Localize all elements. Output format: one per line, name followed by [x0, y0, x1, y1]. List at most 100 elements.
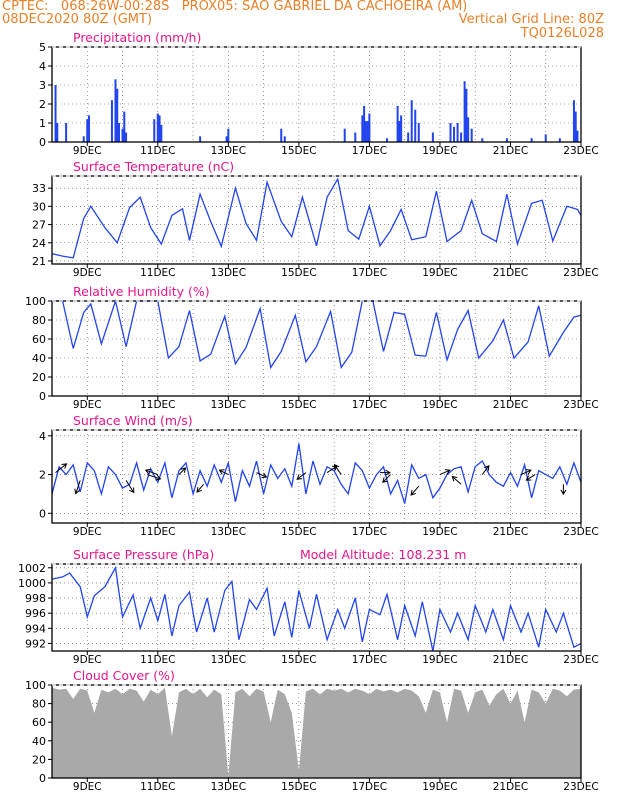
precip-bar [449, 123, 452, 142]
y-tick-label: 24 [32, 237, 46, 250]
x-tick-label: 9DEC [73, 145, 102, 157]
precip-bar [467, 117, 470, 142]
y-tick-label: 33 [32, 182, 46, 195]
y-tick-label: 60 [32, 333, 46, 346]
x-tick-label: 19DEC [422, 267, 457, 279]
y-tick-label: 80 [32, 314, 46, 327]
panel-frame [51, 429, 582, 524]
panel-title: Precipitation (mm/h) [73, 30, 201, 45]
series-line [51, 443, 582, 504]
precip-bar [368, 113, 371, 142]
precip-bar [364, 121, 367, 142]
panel-frame [51, 563, 582, 652]
precip-bar [470, 128, 473, 142]
x-tick-label: 19DEC [422, 781, 457, 793]
precip-bar [82, 136, 85, 142]
wind-arrowhead [218, 469, 225, 475]
series-line [51, 565, 582, 652]
panel-4: 992 994 996 998 1000 1002 9DEC 11DEC 13DEC 15DEC 1… [18, 547, 599, 666]
wind-vector [55, 463, 67, 474]
precip-bar [453, 126, 456, 142]
precip-bar [465, 88, 468, 142]
precip-bar [225, 136, 228, 142]
precip-bar [110, 100, 113, 142]
precip-bar [121, 128, 124, 142]
y-tick-label: 60 [32, 716, 46, 729]
precip-bar [386, 138, 389, 142]
y-tick-label: 40 [32, 352, 46, 365]
precip-bar [361, 115, 364, 142]
header-line2-right: Vertical Grid Line: 80Z [458, 12, 604, 27]
y-tick-label: 0 [39, 390, 46, 403]
x-tick-label: 11DEC [140, 654, 175, 666]
x-tick-label: 13DEC [211, 145, 246, 157]
wind-arrowhead [560, 489, 567, 496]
x-tick-label: 11DEC [140, 399, 175, 411]
wind-vector [439, 469, 451, 476]
panel-frame [51, 46, 582, 143]
wind-vector [451, 476, 462, 485]
y-tick-label: 998 [25, 592, 46, 605]
panel-annotation: Model Altitude: 108.231 m [300, 547, 466, 562]
header-line3-right: TQ0126L028 [520, 26, 604, 41]
panel-title: Cloud Cover (%) [73, 668, 175, 683]
x-tick-label: 21DEC [493, 267, 528, 279]
precip-bar [366, 121, 369, 142]
x-tick-label: 9DEC [73, 781, 102, 793]
y-tick-label: 2 [39, 469, 46, 482]
precip-bar [530, 138, 533, 142]
precip-bar [407, 132, 410, 142]
precip-bar [396, 105, 399, 142]
y-tick-label: 4 [39, 430, 46, 443]
x-tick-label: 15DEC [281, 526, 316, 538]
y-tick-label: 27 [32, 219, 46, 232]
wind-vector [219, 469, 229, 476]
y-tick-label: 1000 [18, 577, 46, 590]
precip-bar [431, 132, 434, 142]
wind-vector [256, 472, 267, 478]
wind-vector [145, 469, 158, 476]
y-tick-label: 994 [25, 622, 46, 635]
wind-arrowhead [525, 475, 532, 481]
wind-arrowhead [155, 474, 162, 481]
precip-bar [227, 128, 230, 142]
y-tick-label: 5 [39, 41, 46, 54]
wind-arrowhead [196, 486, 202, 493]
y-tick-label: 0 [39, 772, 46, 785]
x-tick-label: 13DEC [211, 654, 246, 666]
x-tick-label: 15DEC [281, 267, 316, 279]
precip-bar [283, 136, 286, 142]
wind-vector [481, 465, 490, 475]
wind-arrowhead [382, 477, 388, 483]
cloud-area [52, 687, 581, 778]
wind-arrowhead [525, 469, 532, 475]
wind-arrowhead [385, 469, 391, 476]
precip-bar [576, 130, 579, 142]
y-tick-label: 992 [25, 637, 46, 650]
x-tick-label: 13DEC [211, 781, 246, 793]
series-line [51, 177, 582, 259]
wind-vector [147, 474, 161, 480]
precip-bar [160, 124, 163, 142]
x-tick-label: 17DEC [352, 654, 387, 666]
y-tick-label: 30 [32, 200, 46, 213]
y-tick-label: 3 [39, 79, 46, 92]
panel-frame [51, 684, 582, 779]
precip-bar [505, 138, 508, 142]
wind-vector [178, 467, 186, 475]
x-tick-label: 13DEC [211, 399, 246, 411]
precip-bar [54, 85, 57, 142]
x-tick-label: 21DEC [493, 145, 528, 157]
panel-title: Surface Temperature (nC) [73, 159, 234, 174]
wind-vector [75, 480, 81, 494]
precip-bar [156, 113, 159, 142]
panel-title: Surface Wind (m/s) [73, 413, 193, 428]
precip-bar [363, 105, 366, 142]
panel-2: 0 20 40 60 80 100 9DEC 11DEC 13DEC 15DEC 17DEC 19DE… [25, 284, 599, 411]
y-tick-label: 20 [32, 371, 46, 384]
x-tick-label: 23DEC [563, 526, 598, 538]
x-tick-label: 9DEC [73, 267, 102, 279]
x-tick-label: 15DEC [281, 145, 316, 157]
precip-bar [354, 132, 357, 142]
